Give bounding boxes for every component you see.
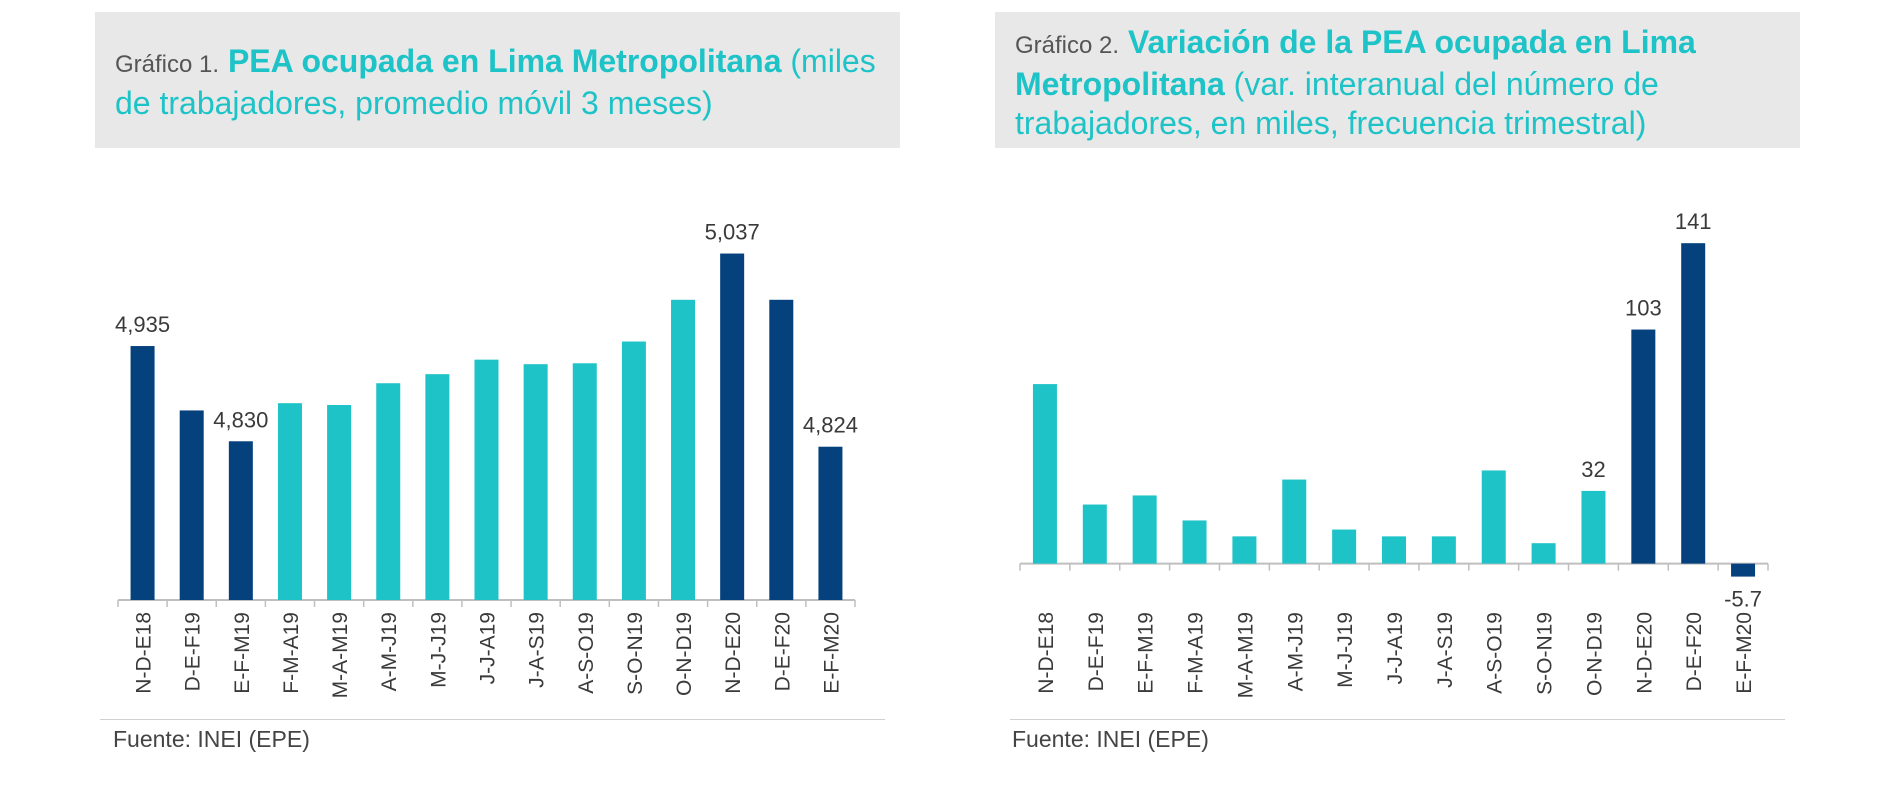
chart-2-bar-A-S-O19 <box>1481 470 1506 564</box>
chart-2-bar-N-D-E18 <box>1032 384 1057 564</box>
chart-2-bar-D-E-F19 <box>1082 504 1107 564</box>
chart-1-category-label: E-F-M20 <box>820 612 843 694</box>
chart-2-bar-N-D-E20 <box>1631 329 1656 564</box>
chart-1-bar-F-M-A19 <box>277 403 302 600</box>
chart-1-bar-M-J-J19 <box>425 374 450 600</box>
chart-2-bar-J-J-A19 <box>1382 536 1406 564</box>
chart-2-data-label: 32 <box>1581 457 1605 482</box>
chart-2-bar-D-E-F20 <box>1681 243 1706 564</box>
chart-1-bar-D-E-F20 <box>769 299 794 600</box>
chart-1-title-box: Gráfico 1. PEA ocupada en Lima Metropoli… <box>95 12 900 148</box>
chart-1-category-label: D-E-F20 <box>771 612 794 691</box>
chart-1-category-label: J-A-S19 <box>526 612 549 688</box>
chart-2-data-label: 103 <box>1625 296 1662 321</box>
chart-2-bar-E-F-M20 <box>1731 563 1756 577</box>
chart-2-bar-A-M-J19 <box>1282 479 1307 564</box>
chart-2-category-label: J-J-A19 <box>1384 612 1407 684</box>
chart-1-data-label: 4,824 <box>803 413 858 438</box>
chart-2-category-label: M-A-M19 <box>1234 612 1257 698</box>
chart-2-bar-E-F-M19 <box>1132 495 1157 564</box>
chart-1-category-label: A-M-J19 <box>378 612 401 691</box>
chart-1-category-label: M-A-M19 <box>329 612 352 698</box>
chart-2-category-label: N-D-E18 <box>1035 612 1058 694</box>
chart-2-category-label: F-M-A19 <box>1185 612 1208 694</box>
chart-1-category-label: S-O-N19 <box>624 612 647 695</box>
chart-2-category-label: M-J-J19 <box>1334 612 1357 688</box>
chart-2-category-label: S-O-N19 <box>1534 612 1557 695</box>
chart-1-bar-M-A-M19 <box>327 405 352 600</box>
chart-1-category-label: N-D-E20 <box>722 612 745 694</box>
chart-2-bar-J-A-S19 <box>1431 536 1456 564</box>
chart-1-bar-A-M-J19 <box>376 383 401 600</box>
chart-1-data-label: 4,830 <box>213 407 268 432</box>
chart-1-subtitle: (miles de trabajadores, promedio móvil 3… <box>115 43 876 121</box>
chart-2-category-label: D-E-F19 <box>1085 612 1108 691</box>
chart-1-bar-E-F-M20 <box>818 446 843 600</box>
chart-2-bar-M-J-J19 <box>1332 529 1357 564</box>
chart-1-category-label: M-J-J19 <box>427 612 450 688</box>
chart-2-data-label: -5.7 <box>1724 587 1762 612</box>
chart-1-bar-J-J-A19 <box>474 359 499 600</box>
chart-2-title-prefix: Gráfico 2. <box>1015 32 1120 59</box>
chart-1-bar-E-F-M19 <box>228 441 253 600</box>
chart-panel-2: Gráfico 2. Variación de la PEA ocupada e… <box>940 0 1892 800</box>
chart-1-bar-S-O-N19 <box>621 341 646 600</box>
chart-2-title: Variación de la PEA ocupada en Lima Metr… <box>1015 24 1696 102</box>
chart-2-bar-M-A-M19 <box>1232 536 1257 564</box>
chart-2-source: Fuente: INEI (EPE) <box>1012 726 1209 752</box>
chart-1-separator <box>100 719 885 720</box>
chart-1-category-label: N-D-E18 <box>133 612 156 694</box>
chart-1-data-label: 5,037 <box>705 220 760 245</box>
chart-2-category-label: J-A-S19 <box>1434 612 1457 688</box>
chart-2-title-box: Gráfico 2. Variación de la PEA ocupada e… <box>995 12 1800 148</box>
chart-2-category-label: O-N-D19 <box>1583 612 1606 696</box>
chart-1-category-label: J-J-A19 <box>477 612 500 684</box>
chart-2-category-label: D-E-F20 <box>1683 612 1706 691</box>
chart-2-bar-O-N-D19 <box>1581 490 1606 564</box>
chart-1-source: Fuente: INEI (EPE) <box>113 726 310 752</box>
chart-1-bar-N-D-E18 <box>130 346 155 600</box>
chart-2-bar-F-M-A19 <box>1182 520 1207 564</box>
chart-1-category-label: D-E-F19 <box>182 612 205 691</box>
chart-1-category-label: F-M-A19 <box>280 612 303 694</box>
chart-2-category-label: A-M-J19 <box>1284 612 1307 691</box>
chart-panel-1: Gráfico 1. PEA ocupada en Lima Metropoli… <box>0 0 940 800</box>
chart-2-separator <box>1010 719 1785 720</box>
chart-2-plot: N-D-E18 D-E-F19 E-F-M19 F-M-A19 M-A-M19 A-M-J… <box>1019 209 1769 698</box>
chart-1-title-prefix: Gráfico 1. <box>115 51 220 78</box>
chart-1-bar-O-N-D19 <box>671 299 696 600</box>
chart-2-category-label: E-F-M19 <box>1135 612 1158 694</box>
chart-1-plot: N-D-E18 4,935 D-E-F19 E-F-M19 4,830 F-M-A19 M-… <box>115 220 858 699</box>
chart-1-bar-J-A-S19 <box>523 364 548 600</box>
chart-2-category-label: A-S-O19 <box>1484 612 1507 694</box>
chart-1-bar-A-S-O19 <box>572 363 597 600</box>
chart-1-data-label: 4,935 <box>115 312 170 337</box>
chart-2-category-label: N-D-E20 <box>1633 612 1656 694</box>
chart-1-bar-N-D-E20 <box>720 253 745 600</box>
chart-2-subtitle: (var. interanual del número de trabajado… <box>1015 66 1659 141</box>
chart-1-bar-D-E-F19 <box>179 410 204 600</box>
chart-2-category-label: E-F-M20 <box>1733 612 1756 694</box>
chart-2-data-label: 141 <box>1675 209 1712 234</box>
chart-2-bar-S-O-N19 <box>1531 543 1556 564</box>
chart-1-category-label: E-F-M19 <box>231 612 254 694</box>
chart-1-category-label: O-N-D19 <box>673 612 696 696</box>
chart-1-category-label: A-S-O19 <box>575 612 598 694</box>
chart-1-title: PEA ocupada en Lima Metropolitana <box>227 43 782 79</box>
